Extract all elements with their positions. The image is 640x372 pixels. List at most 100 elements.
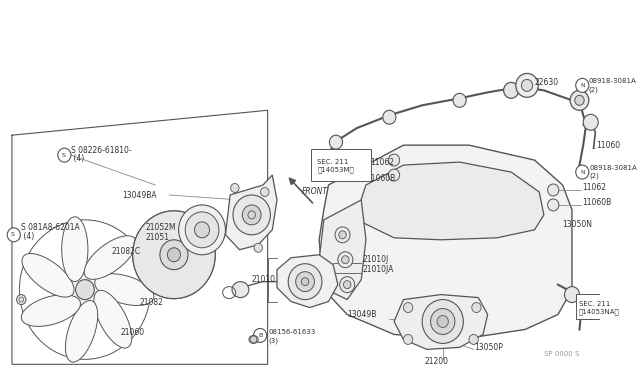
Circle shape: [160, 240, 188, 270]
Circle shape: [296, 272, 314, 292]
Circle shape: [576, 78, 589, 92]
Text: 11062: 11062: [371, 158, 395, 167]
Text: 〈14053M〉: 〈14053M〉: [317, 167, 354, 173]
Text: 21010JA: 21010JA: [362, 265, 394, 274]
Circle shape: [583, 114, 598, 130]
Circle shape: [340, 277, 355, 293]
Text: SP 0000 S: SP 0000 S: [544, 352, 579, 357]
Text: S 08226-61810-: S 08226-61810-: [71, 145, 132, 155]
Circle shape: [522, 79, 532, 92]
Circle shape: [564, 286, 579, 302]
Ellipse shape: [84, 236, 136, 279]
Circle shape: [570, 90, 589, 110]
Circle shape: [301, 278, 309, 286]
Text: 21060: 21060: [120, 328, 145, 337]
Text: 21052M: 21052M: [146, 223, 177, 232]
Text: 21010: 21010: [252, 275, 276, 284]
Circle shape: [388, 169, 399, 181]
Polygon shape: [277, 255, 338, 308]
Text: (3): (3): [269, 337, 278, 344]
Circle shape: [335, 227, 350, 243]
Text: 21200: 21200: [424, 357, 448, 366]
Text: FRONT: FRONT: [302, 187, 328, 196]
Text: N: N: [580, 170, 584, 174]
Circle shape: [576, 165, 589, 179]
FancyBboxPatch shape: [310, 149, 371, 181]
FancyBboxPatch shape: [576, 294, 639, 320]
Circle shape: [233, 195, 271, 235]
Ellipse shape: [21, 295, 81, 326]
Polygon shape: [225, 175, 277, 250]
Circle shape: [260, 187, 269, 196]
Text: 11060B: 11060B: [366, 173, 395, 183]
Circle shape: [388, 154, 399, 166]
Text: 21082C: 21082C: [111, 247, 140, 256]
Text: (4): (4): [71, 154, 84, 163]
Text: 21010J: 21010J: [362, 255, 388, 264]
Text: 11060: 11060: [596, 141, 620, 150]
Ellipse shape: [132, 211, 215, 299]
Ellipse shape: [95, 274, 154, 305]
Circle shape: [17, 295, 26, 305]
Circle shape: [383, 110, 396, 124]
Circle shape: [342, 256, 349, 264]
Text: 11060B: 11060B: [582, 198, 612, 208]
Polygon shape: [319, 200, 366, 299]
Circle shape: [250, 336, 257, 343]
Ellipse shape: [65, 301, 98, 362]
Text: 11062: 11062: [582, 183, 606, 192]
Text: 22630: 22630: [534, 78, 559, 87]
Text: 08918-3081A: 08918-3081A: [589, 78, 637, 84]
Circle shape: [453, 93, 466, 107]
Text: S 081A8-6201A: S 081A8-6201A: [21, 223, 80, 232]
Ellipse shape: [232, 282, 249, 298]
Text: 13049BA: 13049BA: [122, 192, 157, 201]
Text: S: S: [61, 153, 65, 158]
Ellipse shape: [94, 290, 132, 348]
Circle shape: [76, 280, 94, 299]
Polygon shape: [394, 295, 488, 349]
Polygon shape: [319, 145, 572, 339]
Text: S: S: [11, 232, 15, 237]
Text: 13050P: 13050P: [475, 343, 504, 352]
Circle shape: [65, 268, 106, 311]
Text: 21051: 21051: [146, 233, 170, 242]
Text: (4): (4): [21, 232, 35, 241]
Text: SEC. 211: SEC. 211: [579, 301, 610, 307]
Circle shape: [472, 302, 481, 312]
Circle shape: [575, 95, 584, 105]
Text: 13050N: 13050N: [563, 220, 593, 230]
Text: N: N: [580, 83, 584, 88]
Circle shape: [469, 334, 478, 344]
Ellipse shape: [22, 253, 74, 297]
Circle shape: [339, 231, 346, 239]
Circle shape: [253, 328, 267, 342]
Text: 21082: 21082: [140, 298, 163, 307]
Circle shape: [288, 264, 322, 299]
Circle shape: [230, 183, 239, 192]
Text: B: B: [258, 333, 262, 338]
Circle shape: [132, 211, 215, 299]
Text: (2): (2): [589, 86, 598, 93]
Circle shape: [243, 205, 261, 225]
Text: 08918-3081A: 08918-3081A: [590, 165, 637, 171]
Circle shape: [431, 308, 455, 334]
Circle shape: [195, 222, 209, 238]
Circle shape: [7, 228, 20, 242]
Text: 13049B: 13049B: [348, 310, 376, 319]
Ellipse shape: [249, 336, 259, 343]
Circle shape: [403, 334, 413, 344]
Text: 〈14053NA〉: 〈14053NA〉: [579, 308, 620, 315]
Circle shape: [58, 148, 71, 162]
Text: SEC. 211: SEC. 211: [317, 159, 349, 165]
Circle shape: [344, 280, 351, 289]
Text: (2): (2): [590, 173, 600, 179]
Circle shape: [403, 302, 413, 312]
Circle shape: [504, 82, 518, 98]
Polygon shape: [360, 162, 544, 240]
Circle shape: [548, 199, 559, 211]
Circle shape: [254, 243, 262, 252]
Text: 08156-61633: 08156-61633: [269, 330, 316, 336]
Circle shape: [338, 252, 353, 268]
Circle shape: [437, 315, 449, 327]
